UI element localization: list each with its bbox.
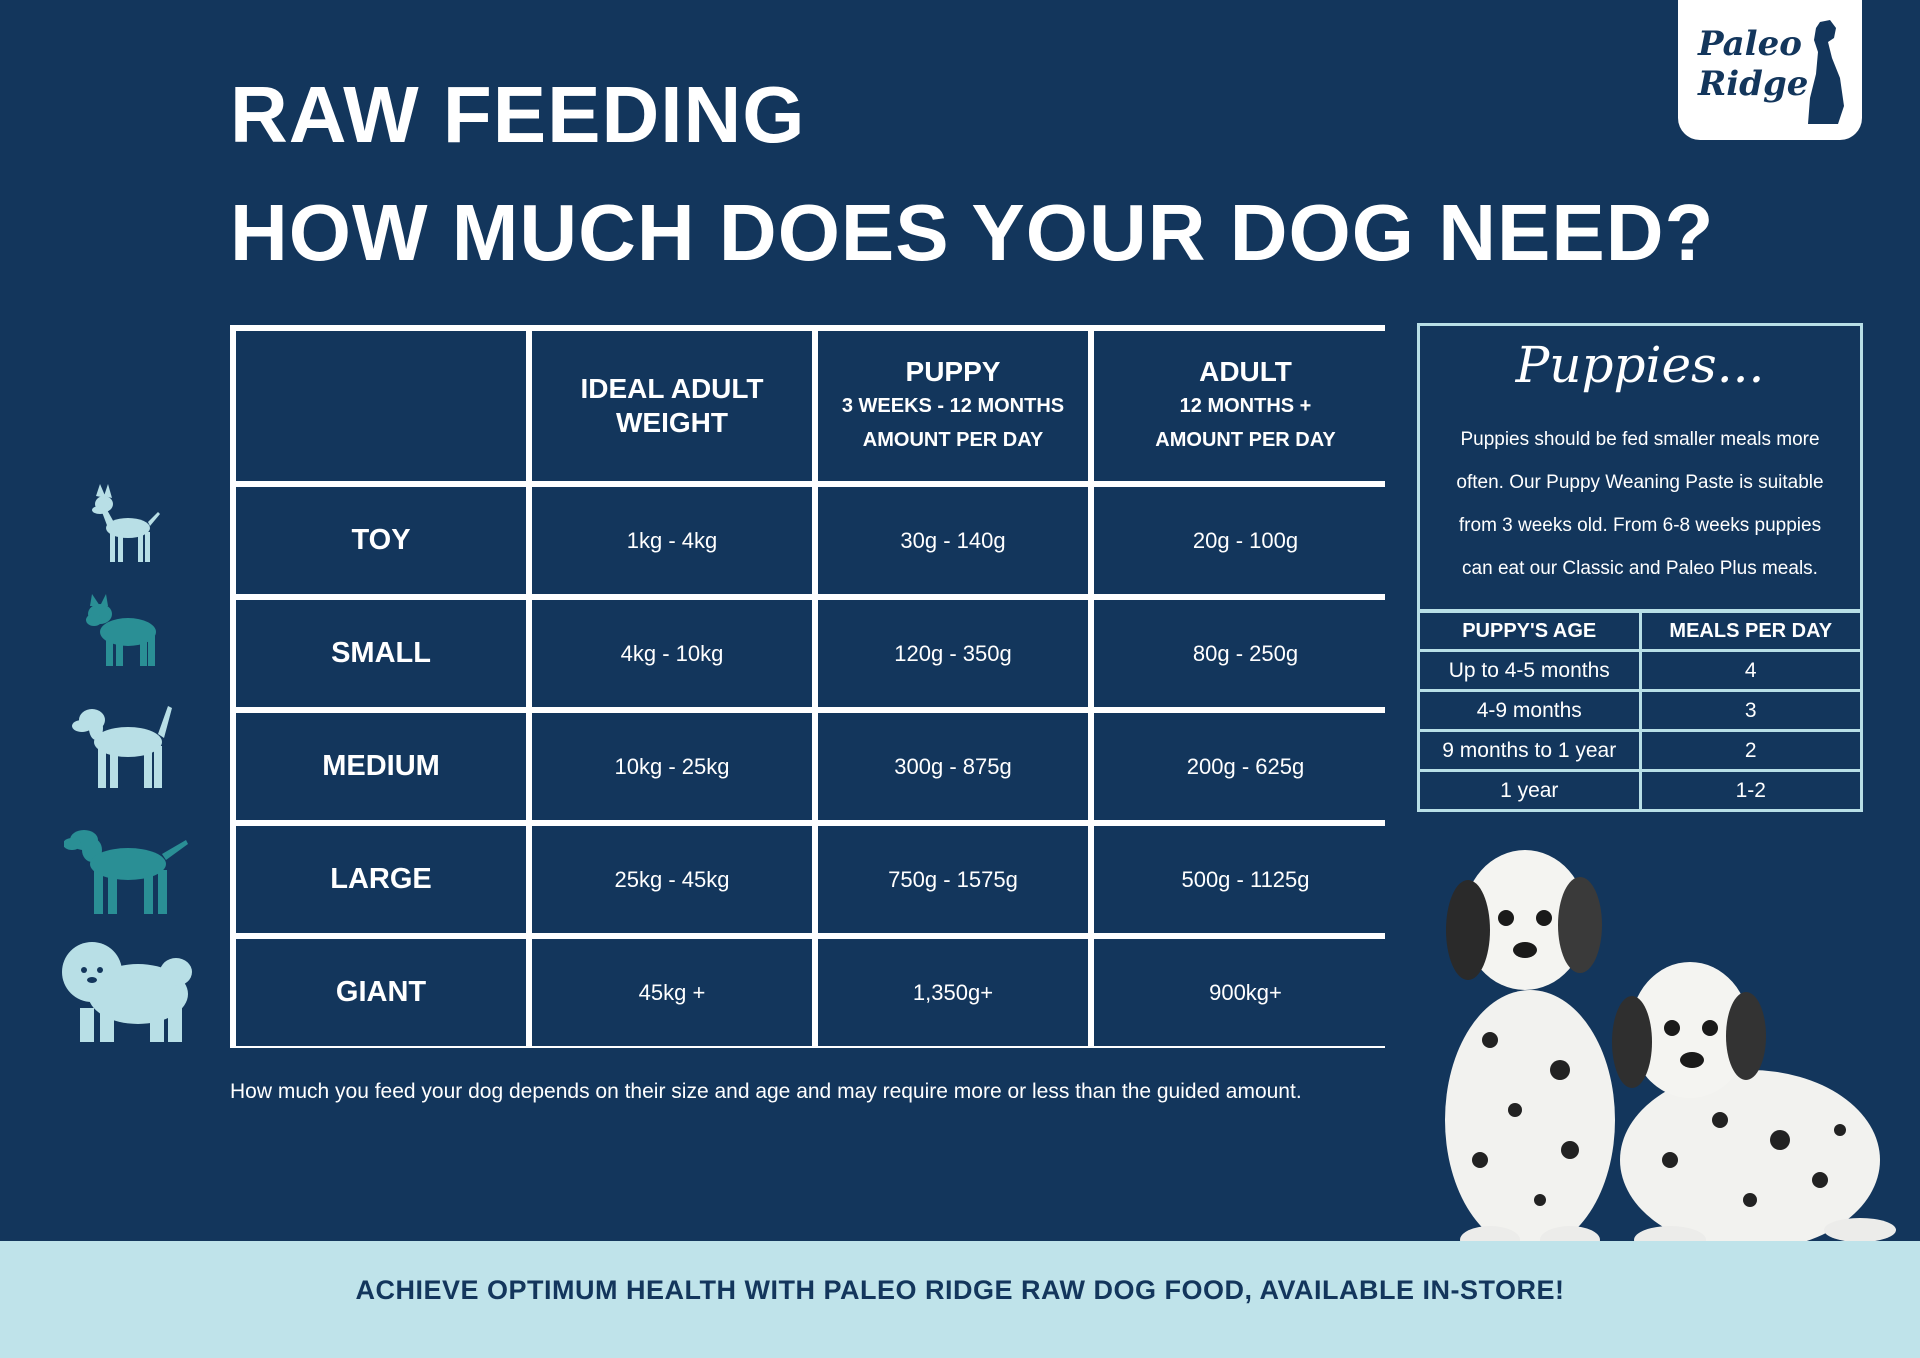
meals-count: 2 [1638, 729, 1863, 772]
header-puppy-age: 3 WEEKS - 12 MONTHS [841, 395, 1065, 417]
header-puppy-amount: AMOUNT PER DAY [862, 429, 1044, 451]
puppies-text-line: from 3 weeks old. From 6-8 weeks puppies [1458, 515, 1822, 536]
page-subtitle: HOW MUCH DOES YOUR DOG NEED? [230, 188, 1715, 277]
toy-dog-icon [92, 484, 160, 562]
small-puppy-amount: 120g - 350g [818, 600, 1088, 707]
small-dog-icon [86, 594, 156, 666]
logo-text: Paleo Ridge [1698, 24, 1808, 104]
medium-weight: 10kg - 25kg [532, 713, 812, 820]
meals-age: Up to 4-5 months [1417, 649, 1642, 692]
header-adult-label: ADULT [1199, 356, 1292, 387]
puppies-title: Puppies... [1515, 336, 1765, 394]
meals-header-count: MEALS PER DAY [1638, 610, 1863, 652]
small-adult-amount: 80g - 250g [1094, 600, 1397, 707]
puppies-text-line: often. Our Puppy Weaning Paste is suitab… [1456, 472, 1824, 493]
medium-puppy-amount: 300g - 875g [818, 713, 1088, 820]
brand-logo: Paleo Ridge [1678, 0, 1862, 140]
medium-adult-amount: 200g - 625g [1094, 713, 1397, 820]
header-adult-age: 12 MONTHS + [1179, 395, 1312, 417]
small-weight: 4kg - 10kg [532, 600, 812, 707]
large-adult-amount: 500g - 1125g [1094, 826, 1397, 933]
header-empty [236, 331, 526, 481]
header-adult: ADULT 12 MONTHS + AMOUNT PER DAY [1094, 331, 1397, 481]
header-weight-label: IDEAL ADULT WEIGHT [580, 373, 764, 438]
meals-count: 1-2 [1638, 769, 1863, 812]
feeding-note: How much you feed your dog depends on th… [230, 1080, 1302, 1103]
dog-silhouette-icon [1808, 20, 1844, 124]
medium-dog-icon [72, 706, 172, 788]
meals-count: 3 [1638, 689, 1863, 732]
logo-line1: Paleo [1698, 24, 1802, 64]
feeding-table: IDEAL ADULT WEIGHT PUPPY 3 WEEKS - 12 MO… [230, 325, 1397, 1048]
page-title: RAW FEEDING [230, 70, 806, 159]
toy-adult-amount: 20g - 100g [1094, 487, 1397, 594]
puppies-text-line: can eat our Classic and Paleo Plus meals… [1462, 558, 1818, 579]
footer-text: ACHIEVE OPTIMUM HEALTH WITH PALEO RIDGE … [355, 1275, 1565, 1305]
giant-puppy-amount: 1,350g+ [818, 939, 1088, 1046]
row-label-medium: MEDIUM [236, 713, 526, 820]
large-dog-icon [64, 830, 188, 914]
giant-weight: 45kg + [532, 939, 812, 1046]
large-weight: 25kg - 45kg [532, 826, 812, 933]
toy-weight: 1kg - 4kg [532, 487, 812, 594]
puppies-text-line: Puppies should be fed smaller meals more [1460, 429, 1820, 450]
header-puppy: PUPPY 3 WEEKS - 12 MONTHS AMOUNT PER DAY [818, 331, 1088, 481]
header-puppy-label: PUPPY [905, 356, 1001, 387]
large-puppy-amount: 750g - 1575g [818, 826, 1088, 933]
meals-age: 9 months to 1 year [1417, 729, 1642, 772]
row-label-giant: GIANT [236, 939, 526, 1046]
puppies-info-box: Puppies... Puppies should be fed smaller… [1417, 323, 1863, 612]
meals-age: 4-9 months [1417, 689, 1642, 732]
giant-dog-icon [62, 942, 192, 1042]
dalmatian-puppies-image [1445, 850, 1896, 1254]
puppy-right [1612, 962, 1896, 1254]
giant-adult-amount: 900kg+ [1094, 939, 1397, 1046]
puppy-meals-table: PUPPY'S AGE MEALS PER DAY Up to 4-5 mont… [1417, 610, 1863, 812]
header-adult-amount: AMOUNT PER DAY [1155, 429, 1336, 451]
toy-puppy-amount: 30g - 140g [818, 487, 1088, 594]
row-label-toy: TOY [236, 487, 526, 594]
logo-line2: Ridge [1698, 64, 1809, 104]
header-weight: IDEAL ADULT WEIGHT [532, 331, 812, 481]
puppy-left [1445, 850, 1615, 1254]
meals-count: 4 [1638, 649, 1863, 692]
meals-age: 1 year [1417, 769, 1642, 812]
footer-banner: ACHIEVE OPTIMUM HEALTH WITH PALEO RIDGE … [0, 1241, 1920, 1358]
puppies-text: Puppies should be fed smaller meals more… [1434, 418, 1846, 590]
row-label-small: SMALL [236, 600, 526, 707]
row-label-large: LARGE [236, 826, 526, 933]
meals-header-age: PUPPY'S AGE [1417, 610, 1642, 652]
